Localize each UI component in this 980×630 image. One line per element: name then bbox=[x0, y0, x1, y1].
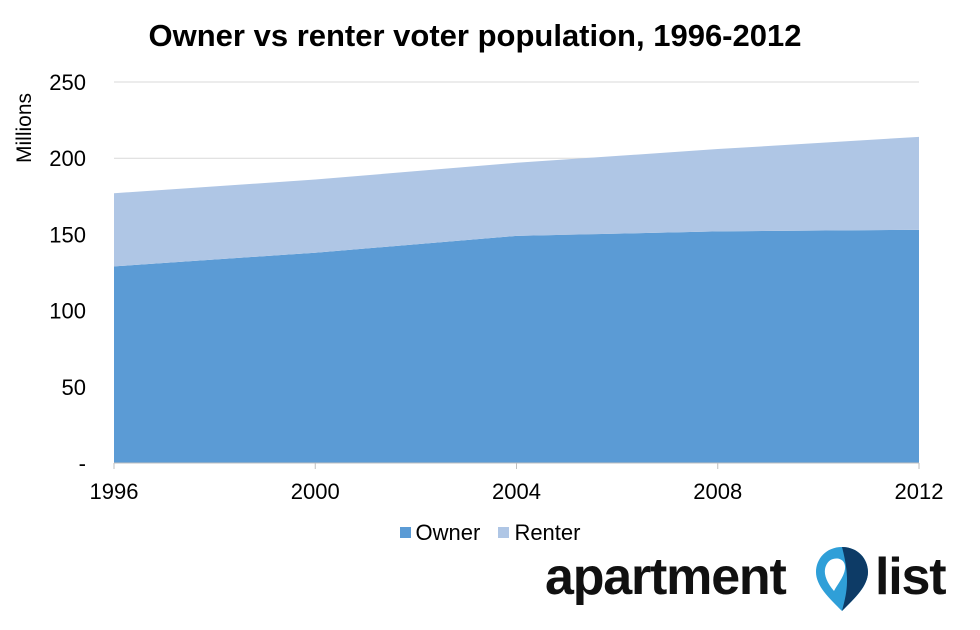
x-tick-label: 2000 bbox=[291, 479, 340, 504]
y-tick-label: 50 bbox=[62, 375, 86, 400]
y-tick-label: 250 bbox=[49, 70, 86, 95]
legend-item-renter: Renter bbox=[498, 520, 580, 546]
x-tick-label: 2008 bbox=[693, 479, 742, 504]
legend-item-owner: Owner bbox=[399, 519, 481, 546]
chart-title: Owner vs renter voter population, 1996-2… bbox=[148, 18, 802, 53]
area-owner bbox=[114, 229, 919, 463]
legend-label-renter: Renter bbox=[514, 519, 581, 545]
y-axis-label: Millions bbox=[13, 93, 36, 163]
area-renter bbox=[114, 136, 919, 267]
x-tick-label: 2004 bbox=[492, 479, 541, 504]
legend-label-owner: Owner bbox=[415, 519, 481, 545]
logo-text-apartment: apartment bbox=[545, 548, 787, 606]
x-tick-label: 2012 bbox=[895, 479, 944, 504]
legend: Owner Renter bbox=[0, 518, 980, 546]
y-tick-label: - bbox=[79, 451, 86, 476]
y-tick-label: 100 bbox=[49, 299, 86, 324]
y-tick-label: 150 bbox=[49, 222, 86, 247]
legend-swatch-renter bbox=[498, 527, 510, 538]
y-tick-label: 200 bbox=[49, 146, 86, 171]
x-tick-label: 1996 bbox=[90, 479, 139, 504]
apartment-list-logo: apartment list bbox=[545, 545, 955, 615]
map-pin-icon bbox=[816, 547, 868, 611]
logo-text-list: list bbox=[875, 548, 947, 606]
legend-swatch-owner bbox=[399, 527, 411, 538]
